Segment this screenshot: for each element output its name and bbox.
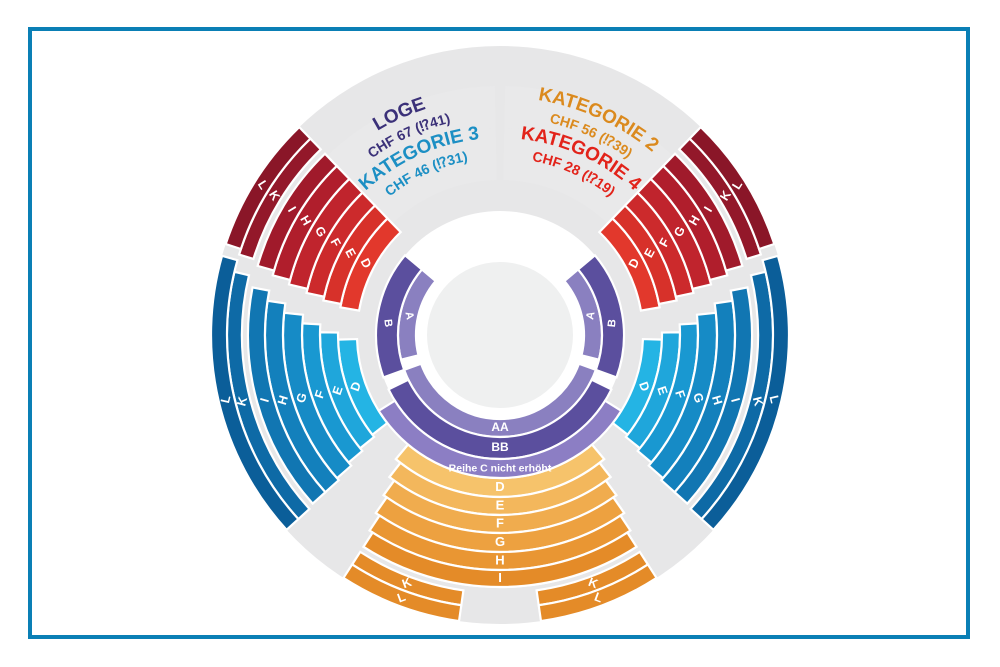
svg-text:G: G xyxy=(495,534,505,549)
svg-text:AA: AA xyxy=(491,420,509,434)
svg-text:BB: BB xyxy=(491,440,509,454)
svg-text:F: F xyxy=(496,515,504,530)
svg-text:Reihe C nicht erhöht: Reihe C nicht erhöht xyxy=(449,462,552,474)
svg-text:I: I xyxy=(498,570,502,585)
svg-text:H: H xyxy=(495,552,504,567)
svg-text:E: E xyxy=(496,497,505,512)
svg-text:B: B xyxy=(381,319,394,328)
svg-text:D: D xyxy=(495,479,504,494)
svg-text:B: B xyxy=(606,319,619,328)
